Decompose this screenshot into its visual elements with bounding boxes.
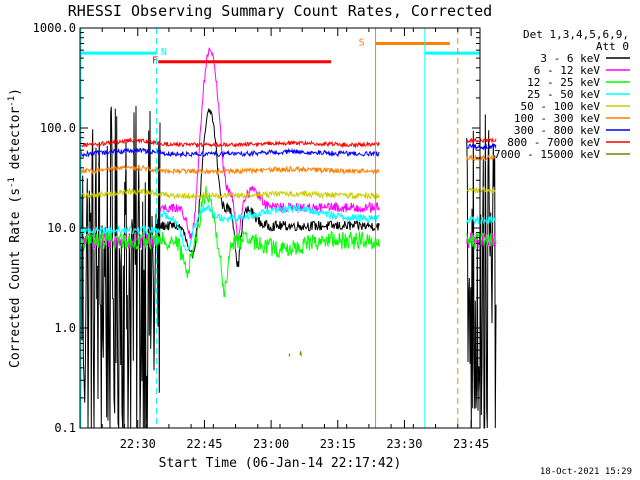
series-line-7 — [80, 137, 497, 149]
x-axis-label: Start Time (06-Jan-14 22:17:42) — [159, 456, 402, 471]
legend-label-3: 25 - 50 keV — [527, 88, 600, 101]
chart-title: RHESSI Observing Summary Count Rates, Co… — [68, 2, 492, 20]
legend-label-0: 3 - 6 keV — [540, 52, 600, 65]
y-tick-label-1: 1.0 — [54, 321, 76, 335]
legend-header-line-1: Det 1,3,4,5,6,9, — [523, 28, 629, 41]
flag-label-2: S — [359, 37, 365, 48]
x-tick-label-0: 22:30 — [120, 437, 156, 451]
y-axis-label-exp1: -1 — [7, 177, 17, 188]
footer-timestamp: 18-Oct-2021 15:29 — [540, 467, 632, 477]
legend-label-1: 6 - 12 keV — [534, 64, 601, 77]
y-tick-label-0: 0.1 — [54, 421, 76, 435]
flag-layer: NF S — [80, 37, 480, 67]
legend-label-7: 800 - 7000 keV — [507, 136, 600, 149]
x-tick-label-1: 22:45 — [186, 437, 222, 451]
axis-layer: 0.1 1.0 10.0 100.0 1000.0 22:30 22:45 23:00 23:1… — [33, 21, 490, 451]
y-tick-label-4: 1000.0 — [33, 21, 76, 35]
series-line-5 — [79, 153, 497, 176]
y-axis-label-exp2: -1 — [7, 96, 17, 107]
legend-label-2: 12 - 25 keV — [527, 76, 600, 89]
series-layer — [79, 47, 497, 429]
series-line-8 — [288, 351, 302, 357]
legend-label-5: 100 - 300 keV — [514, 112, 600, 125]
series-line-4 — [79, 185, 496, 201]
legend-header-line-2: Att 0 — [596, 40, 629, 53]
flag-label-1: F — [152, 56, 158, 67]
y-axis-label-main: Corrected Count Rate (s — [8, 188, 23, 368]
flag-label-0: N — [161, 47, 167, 58]
plot-area: NF S — [79, 27, 497, 429]
legend-label-8: 7000 - 15000 keV — [494, 148, 600, 161]
x-tick-label-5: 23:45 — [453, 437, 489, 451]
series-line-3 — [79, 203, 497, 252]
legend-label-6: 300 - 800 keV — [514, 124, 600, 137]
y-axis-label: Corrected Count Rate (s-1 detector-1) — [7, 88, 23, 368]
y-axis-label-end: ) — [8, 88, 23, 96]
legend-label-4: 50 - 100 keV — [521, 100, 601, 113]
y-tick-label-2: 10.0 — [47, 221, 76, 235]
y-tick-label-3: 100.0 — [40, 121, 76, 135]
x-tick-label-2: 23:00 — [253, 437, 289, 451]
series-line-2 — [79, 185, 497, 298]
x-tick-label-3: 23:15 — [320, 437, 356, 451]
x-tick-label-4: 23:30 — [386, 437, 422, 451]
y-axis-label-mid: detector — [8, 107, 23, 178]
series-line-6 — [79, 142, 497, 159]
